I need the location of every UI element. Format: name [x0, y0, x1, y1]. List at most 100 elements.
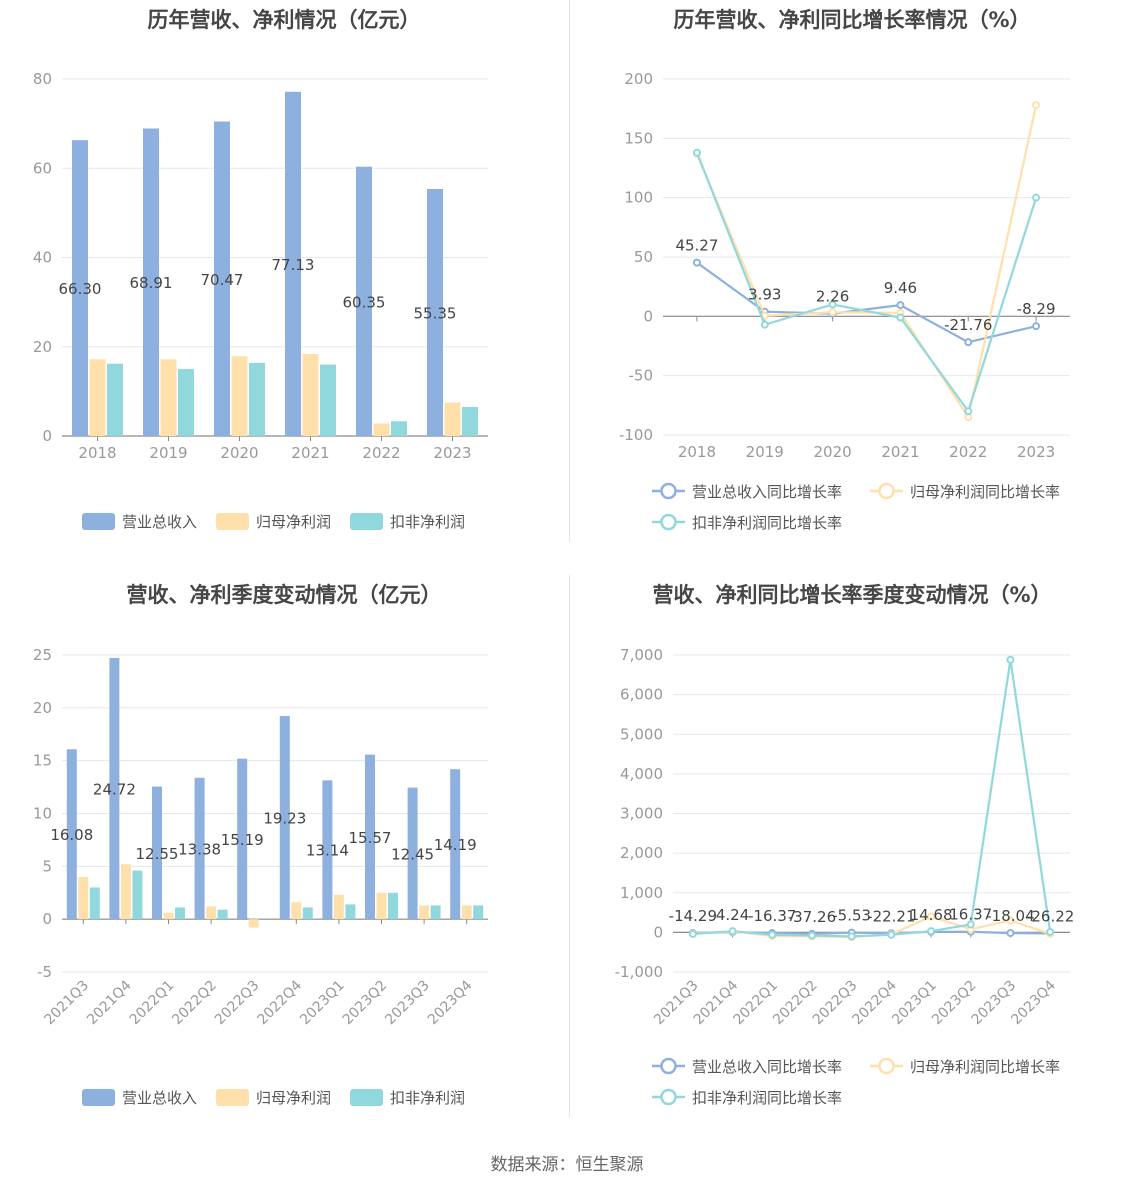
data-label: -5.53	[832, 907, 871, 925]
data-label: 55.35	[414, 305, 457, 323]
legend-label: 营业总收入同比增长率	[692, 483, 842, 501]
data-label: 2.26	[816, 288, 849, 306]
legend-marker	[878, 1057, 895, 1075]
bar	[217, 909, 228, 920]
y-tick-label: 0	[42, 910, 52, 928]
bar	[407, 787, 418, 920]
bar	[109, 657, 120, 920]
data-label: 66.30	[59, 280, 102, 298]
y-tick-label: -50	[629, 367, 654, 385]
x-tick-label: 2023	[1017, 443, 1055, 461]
data-point	[1032, 101, 1041, 110]
legend-swatch	[82, 513, 115, 530]
bar	[427, 189, 443, 436]
legend-label: 营业总收入同比增长率	[692, 1058, 842, 1076]
bar	[356, 166, 372, 437]
series-line	[695, 104, 1038, 421]
data-label: 13.38	[178, 840, 221, 858]
x-tick-label: 2023	[433, 444, 471, 462]
data-point	[1032, 193, 1041, 202]
bar	[376, 892, 387, 920]
legend-label: 营业总收入	[122, 1089, 197, 1107]
legend-swatch	[216, 1089, 249, 1106]
series-line	[696, 261, 1037, 344]
y-tick-label: 5	[42, 857, 52, 875]
chart-title: 营收、净利季度变动情况（亿元）	[126, 583, 442, 607]
y-tick-label: 2,000	[620, 844, 663, 862]
bar	[194, 777, 205, 920]
legend-swatch	[216, 513, 249, 530]
data-point	[964, 338, 973, 347]
bar	[237, 758, 248, 920]
data-label: 70.47	[201, 271, 244, 289]
x-tick-label: 2021	[291, 444, 329, 462]
x-tick-label: 2022	[949, 443, 987, 461]
y-tick-label: 50	[634, 248, 653, 266]
y-tick-label: 40	[33, 249, 52, 267]
bar	[419, 905, 430, 920]
y-tick-label: 80	[33, 70, 52, 88]
vertical-divider-bottom	[569, 575, 570, 1117]
bar	[302, 907, 313, 920]
data-label: 68.91	[130, 274, 173, 292]
legend-marker	[878, 482, 895, 500]
bar	[373, 423, 390, 436]
bar	[163, 912, 174, 920]
legend-label: 归母净利润	[256, 1089, 331, 1107]
bar	[152, 786, 162, 920]
bar	[322, 780, 333, 920]
data-label: -14.29	[669, 907, 717, 925]
bar	[214, 121, 230, 437]
data-point	[688, 929, 697, 938]
vertical-divider-top	[569, 0, 570, 542]
data-label: 15.19	[221, 831, 264, 849]
bar	[72, 140, 88, 437]
data-source: 数据来源：恒生聚源	[490, 1155, 644, 1175]
bar	[291, 902, 302, 920]
y-tick-label: 10	[33, 805, 52, 823]
y-tick-label: 15	[33, 752, 52, 770]
x-tick-label: 2022Q1	[127, 978, 178, 1029]
data-point	[1032, 322, 1041, 331]
quarterly-revenue-profit-panel: 营收、净利季度变动情况（亿元） -5 0 5 10 15 20 25 2021Q3 2021Q4…	[0, 575, 568, 1120]
bar	[320, 364, 336, 436]
data-point	[828, 308, 837, 317]
data-label: -22.21	[867, 907, 915, 925]
data-label: -37.26	[788, 908, 836, 926]
bar	[450, 769, 461, 920]
chart-title: 营收、净利同比增长率季度变动情况（%）	[652, 583, 1052, 607]
y-tick-label: 4,000	[620, 765, 663, 783]
bar	[143, 128, 159, 436]
y-tick-label: 3,000	[620, 805, 663, 823]
y-tick-label: 1,000	[620, 884, 663, 902]
legend-label: 归母净利润	[256, 513, 331, 531]
data-point	[692, 258, 701, 267]
legend-label: 扣非净利润同比增长率	[692, 514, 842, 532]
data-point	[927, 912, 936, 921]
legend-swatch	[350, 1089, 383, 1106]
x-tick-label: 2023Q3	[382, 978, 433, 1029]
bar	[462, 406, 478, 436]
x-tick-label: 2022	[362, 444, 400, 462]
data-label: 45.27	[675, 237, 718, 255]
x-tick-label: 2021	[881, 443, 919, 461]
data-label: -26.22	[1026, 907, 1074, 925]
bar	[249, 362, 265, 436]
data-label: 13.14	[306, 842, 349, 860]
data-point	[1006, 929, 1015, 938]
y-tick-label: 6,000	[620, 686, 663, 704]
x-tick-label: 2023Q2	[340, 978, 391, 1029]
bar	[388, 892, 398, 920]
legend-marker	[660, 1057, 677, 1075]
x-tick-label: 2019	[746, 443, 784, 461]
data-label: 16.37	[949, 906, 992, 924]
legend-marker	[660, 513, 677, 531]
data-label: 3.93	[748, 286, 781, 304]
bar	[178, 369, 194, 436]
bar	[107, 363, 123, 436]
y-tick-label: 0	[42, 427, 52, 445]
data-label: 4.24	[716, 906, 749, 924]
y-tick-label: 5,000	[620, 725, 663, 743]
legend-swatch	[350, 513, 383, 530]
bar	[365, 754, 375, 920]
